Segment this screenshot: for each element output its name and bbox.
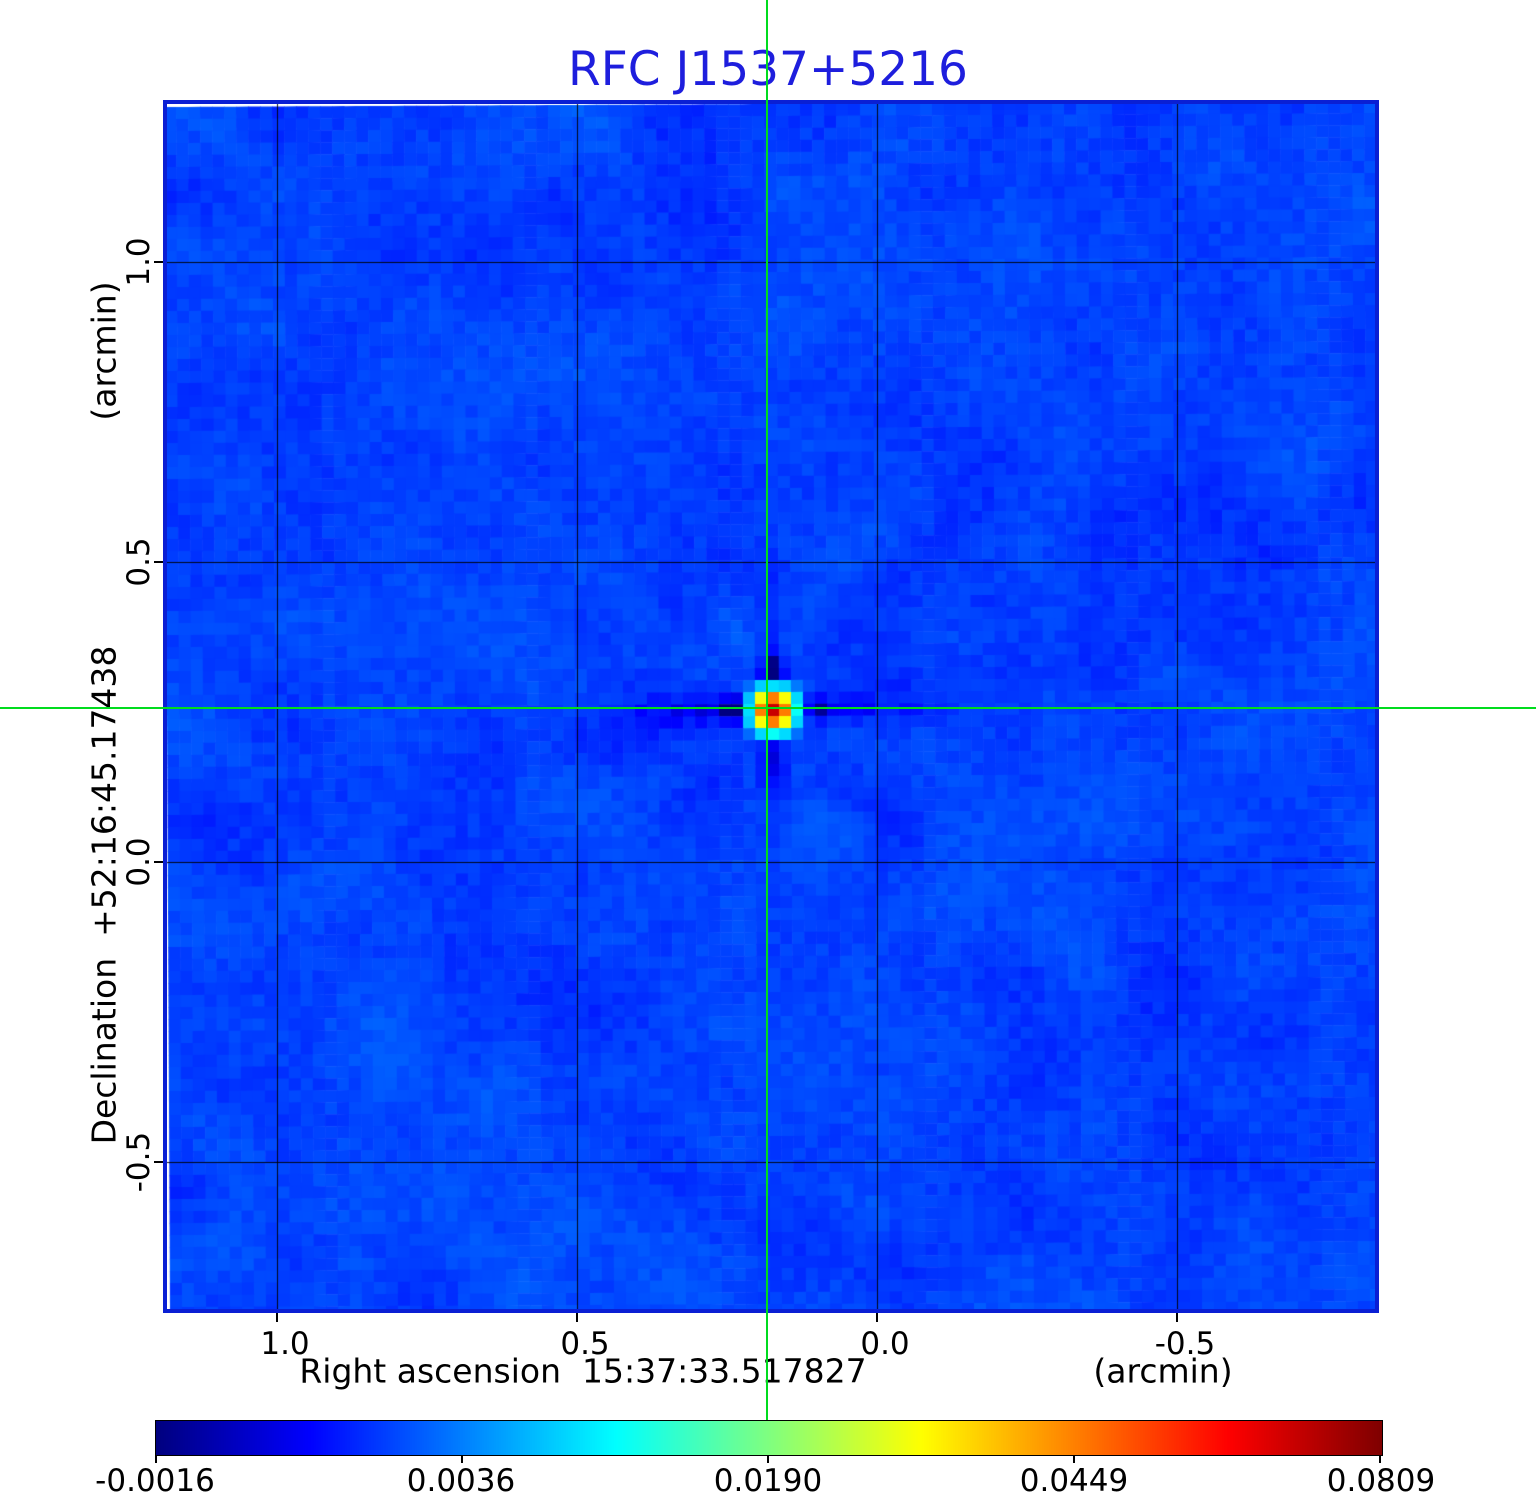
y-axis-tick-mark	[154, 861, 163, 863]
colorbar-tick-mark	[1379, 1455, 1381, 1463]
x-tick-label: 0.0	[860, 1326, 910, 1362]
colorbar-tick-mark	[767, 1455, 769, 1463]
x-axis-tick-mark	[276, 1313, 278, 1322]
y-axis-tick-mark	[154, 561, 163, 563]
y-axis-unit-label: (arcmin)	[84, 281, 124, 421]
colorbar-tick-mark	[461, 1455, 463, 1463]
x-axis-tick-mark	[576, 1313, 578, 1322]
sky-map-frame	[163, 100, 1379, 1313]
x-tick-label: -0.5	[1154, 1326, 1216, 1362]
colorbar-tick-label: 0.0190	[713, 1463, 823, 1499]
y-tick-label: -0.5	[121, 1131, 157, 1193]
x-axis-title: Right ascension 15:37:33.517827	[299, 1351, 867, 1391]
y-axis-tick-mark	[154, 1161, 163, 1163]
crosshair-vertical-line	[766, 0, 768, 1420]
colorbar-tick-label: 0.0036	[406, 1463, 516, 1499]
y-tick-label: 0.5	[121, 537, 157, 587]
crosshair-horizontal-line	[0, 707, 1536, 709]
colorbar-tick-mark	[1073, 1455, 1075, 1463]
x-tick-label: 1.0	[260, 1326, 310, 1362]
sky-map-image	[167, 104, 1375, 1309]
colorbar-tick-label: 0.0449	[1019, 1463, 1129, 1499]
figure-title: RFC J1537+5216	[568, 42, 968, 97]
x-axis-tick-mark	[876, 1313, 878, 1322]
y-axis-title: Declination +52:16:45.17438	[84, 645, 124, 1145]
colorbar-tick-mark	[155, 1455, 157, 1463]
y-tick-label: 0.0	[121, 837, 157, 887]
y-tick-label: 1.0	[121, 237, 157, 287]
x-axis-unit-label: (arcmin)	[1093, 1351, 1233, 1391]
colorbar-tick-label: 0.0809	[1326, 1463, 1436, 1499]
colorbar-tick-label: -0.0016	[95, 1463, 215, 1499]
colorbar	[155, 1420, 1383, 1456]
x-axis-tick-mark	[1176, 1313, 1178, 1322]
colorbar-gradient	[156, 1421, 1382, 1455]
y-axis-tick-mark	[154, 261, 163, 263]
x-tick-label: 0.5	[560, 1326, 610, 1362]
